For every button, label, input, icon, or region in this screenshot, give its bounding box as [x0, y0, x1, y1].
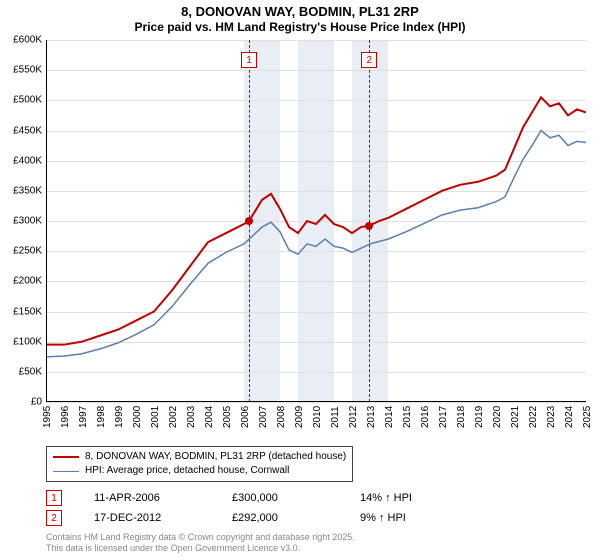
series-line — [46, 97, 586, 344]
marker-index-box: 1 — [46, 490, 62, 506]
xtick-label: 1998 — [96, 406, 107, 428]
xtick-label: 1999 — [114, 406, 125, 428]
xtick-label: 2006 — [240, 406, 251, 428]
xtick-label: 2005 — [222, 406, 233, 428]
marker-price: £292,000 — [232, 512, 332, 524]
marker-date: 17-DEC-2012 — [94, 512, 204, 524]
ytick-label: £200K — [13, 276, 42, 287]
legend-item: HPI: Average price, detached house, Corn… — [53, 464, 346, 478]
xtick-label: 2022 — [528, 406, 539, 428]
footer-attribution: Contains HM Land Registry data © Crown c… — [46, 532, 355, 554]
xtick-label: 2003 — [186, 406, 197, 428]
xtick-label: 2015 — [402, 406, 413, 428]
xtick-label: 2019 — [474, 406, 485, 428]
xtick-label: 2020 — [492, 406, 503, 428]
marker-diff: 9% ↑ HPI — [360, 512, 440, 524]
xtick-label: 2025 — [582, 406, 593, 428]
xtick-label: 2013 — [366, 406, 377, 428]
xtick-label: 2017 — [438, 406, 449, 428]
xtick-label: 2004 — [204, 406, 215, 428]
xtick-label: 2011 — [330, 406, 341, 428]
xtick-label: 2016 — [420, 406, 431, 428]
ytick-label: £450K — [13, 125, 42, 136]
xtick-label: 2018 — [456, 406, 467, 428]
xtick-label: 2014 — [384, 406, 395, 428]
y-axis — [46, 40, 47, 402]
ytick-label: £50K — [19, 366, 42, 377]
title-subtitle: Price paid vs. HM Land Registry's House … — [0, 20, 600, 34]
marker-index-box: 2 — [46, 510, 62, 526]
legend-label: 8, DONOVAN WAY, BODMIN, PL31 2RP (detach… — [85, 450, 346, 464]
series-svg — [46, 40, 586, 402]
xtick-label: 2001 — [150, 406, 161, 428]
ytick-label: £250K — [13, 246, 42, 257]
xtick-label: 2023 — [546, 406, 557, 428]
marker-row: 2 17-DEC-2012 £292,000 9% ↑ HPI — [46, 508, 440, 528]
gridline-h — [46, 402, 586, 403]
xtick-label: 1997 — [78, 406, 89, 428]
xtick-label: 1996 — [60, 406, 71, 428]
ytick-label: £400K — [13, 155, 42, 166]
title-address: 8, DONOVAN WAY, BODMIN, PL31 2RP — [0, 4, 600, 19]
ytick-label: £0 — [31, 397, 42, 408]
ytick-label: £500K — [13, 95, 42, 106]
title-block: 8, DONOVAN WAY, BODMIN, PL31 2RP Price p… — [0, 0, 600, 34]
ytick-label: £100K — [13, 336, 42, 347]
xtick-label: 1995 — [42, 406, 53, 428]
footer-line1: Contains HM Land Registry data © Crown c… — [46, 532, 355, 543]
xtick-label: 2007 — [258, 406, 269, 428]
chart-container: 8, DONOVAN WAY, BODMIN, PL31 2RP Price p… — [0, 0, 600, 560]
marker-table: 1 11-APR-2006 £300,000 14% ↑ HPI 2 17-DEC-201… — [46, 488, 440, 528]
x-axis — [46, 401, 586, 402]
xtick-label: 2021 — [510, 406, 521, 428]
xtick-label: 2024 — [564, 406, 575, 428]
footer-line2: This data is licensed under the Open Gov… — [46, 543, 355, 554]
ytick-label: £550K — [13, 65, 42, 76]
xtick-label: 2012 — [348, 406, 359, 428]
marker-row: 1 11-APR-2006 £300,000 14% ↑ HPI — [46, 488, 440, 508]
ytick-label: £350K — [13, 185, 42, 196]
legend-item: 8, DONOVAN WAY, BODMIN, PL31 2RP (detach… — [53, 450, 346, 464]
legend-swatch — [53, 471, 79, 472]
xtick-label: 2009 — [294, 406, 305, 428]
ytick-label: £300K — [13, 216, 42, 227]
xtick-label: 2000 — [132, 406, 143, 428]
chart-plot-area: £0£50K£100K£150K£200K£250K£300K£350K£400… — [46, 40, 586, 402]
ytick-label: £600K — [13, 35, 42, 46]
marker-date: 11-APR-2006 — [94, 492, 204, 504]
legend-swatch — [53, 456, 79, 458]
xtick-label: 2010 — [312, 406, 323, 428]
ytick-label: £150K — [13, 306, 42, 317]
legend-label: HPI: Average price, detached house, Corn… — [85, 464, 289, 478]
xtick-label: 2002 — [168, 406, 179, 428]
marker-price: £300,000 — [232, 492, 332, 504]
marker-diff: 14% ↑ HPI — [360, 492, 440, 504]
xtick-label: 2008 — [276, 406, 287, 428]
series-line — [46, 131, 586, 357]
legend: 8, DONOVAN WAY, BODMIN, PL31 2RP (detach… — [46, 446, 353, 482]
